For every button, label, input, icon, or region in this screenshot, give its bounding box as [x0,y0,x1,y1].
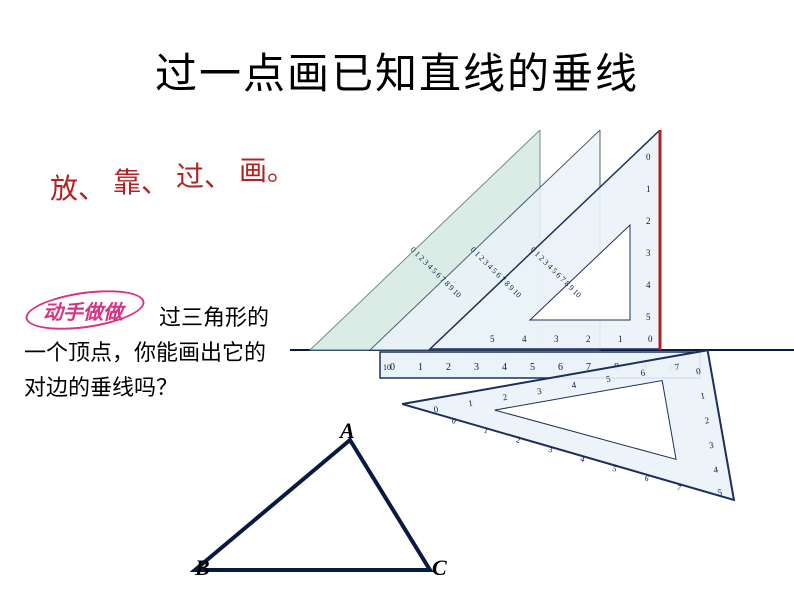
triangle-abc [0,0,794,596]
triangle-shape [195,440,430,570]
vertex-label-c: C [432,555,447,581]
vertex-label-b: B [195,555,210,581]
vertex-label-a: A [340,418,355,444]
